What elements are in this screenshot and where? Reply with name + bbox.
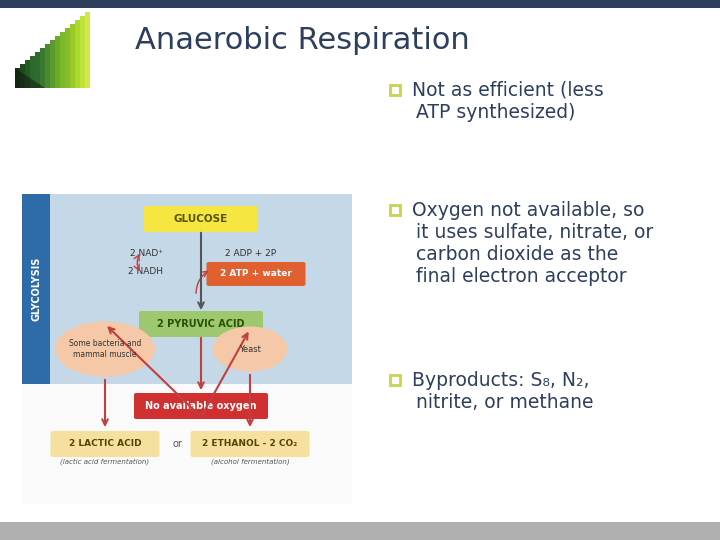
Text: (alcohol fermentation): (alcohol fermentation) <box>211 458 289 465</box>
Text: 2 PYRUVIC ACID: 2 PYRUVIC ACID <box>157 319 245 329</box>
Bar <box>0 0 720 8</box>
Bar <box>15 68 19 88</box>
Text: Anaerobic Respiration: Anaerobic Respiration <box>135 26 469 55</box>
Bar <box>45 44 50 88</box>
Bar <box>0 522 720 540</box>
Text: carbon dioxide as the: carbon dioxide as the <box>416 245 618 264</box>
FancyBboxPatch shape <box>22 194 352 384</box>
Text: Some bacteria and
mammal muscle: Some bacteria and mammal muscle <box>69 339 141 359</box>
Bar <box>390 85 400 95</box>
Polygon shape <box>15 68 45 88</box>
FancyBboxPatch shape <box>50 431 160 457</box>
Bar <box>50 40 55 88</box>
Bar <box>25 60 30 88</box>
Text: GLUCOSE: GLUCOSE <box>174 214 228 224</box>
Bar <box>390 205 400 215</box>
Bar <box>65 28 70 88</box>
Bar <box>85 12 89 88</box>
Bar <box>20 64 24 88</box>
Text: it uses sulfate, nitrate, or: it uses sulfate, nitrate, or <box>416 222 653 241</box>
Bar <box>55 36 60 88</box>
Ellipse shape <box>212 327 287 372</box>
Text: or: or <box>173 439 182 449</box>
Text: 2 NADH: 2 NADH <box>128 267 163 275</box>
Text: (lactic acid fermentation): (lactic acid fermentation) <box>60 458 150 465</box>
FancyBboxPatch shape <box>139 311 263 337</box>
Text: 2 LACTIC ACID: 2 LACTIC ACID <box>68 440 141 449</box>
FancyBboxPatch shape <box>191 431 310 457</box>
Text: No available oxygen: No available oxygen <box>145 401 257 411</box>
Bar <box>30 56 35 88</box>
Text: Not as efficient (less: Not as efficient (less <box>412 80 604 99</box>
Text: GLYCOLYSIS: GLYCOLYSIS <box>31 257 41 321</box>
FancyBboxPatch shape <box>134 393 268 419</box>
Text: ATP synthesized): ATP synthesized) <box>416 103 575 122</box>
Bar <box>390 375 400 385</box>
Text: Oxygen not available, so: Oxygen not available, so <box>412 200 644 219</box>
FancyBboxPatch shape <box>144 206 258 232</box>
Ellipse shape <box>55 321 155 376</box>
Bar <box>22 194 50 384</box>
Bar <box>60 32 65 88</box>
Bar <box>80 16 84 88</box>
Bar <box>70 24 74 88</box>
Bar <box>35 52 40 88</box>
Bar <box>40 48 45 88</box>
Text: 2 NAD⁺: 2 NAD⁺ <box>130 249 163 259</box>
FancyBboxPatch shape <box>207 262 305 286</box>
Text: 2 ATP + water: 2 ATP + water <box>220 269 292 279</box>
Text: final electron acceptor: final electron acceptor <box>416 267 626 286</box>
Text: nitrite, or methane: nitrite, or methane <box>416 393 593 411</box>
Text: Yeast: Yeast <box>239 345 261 354</box>
Text: 2 ETHANOL - 2 CO₂: 2 ETHANOL - 2 CO₂ <box>202 440 297 449</box>
Bar <box>75 20 79 88</box>
Bar <box>22 384 352 504</box>
Text: Byproducts: S₈, N₂,: Byproducts: S₈, N₂, <box>412 370 590 389</box>
Text: 2 ADP + 2P: 2 ADP + 2P <box>225 249 276 259</box>
